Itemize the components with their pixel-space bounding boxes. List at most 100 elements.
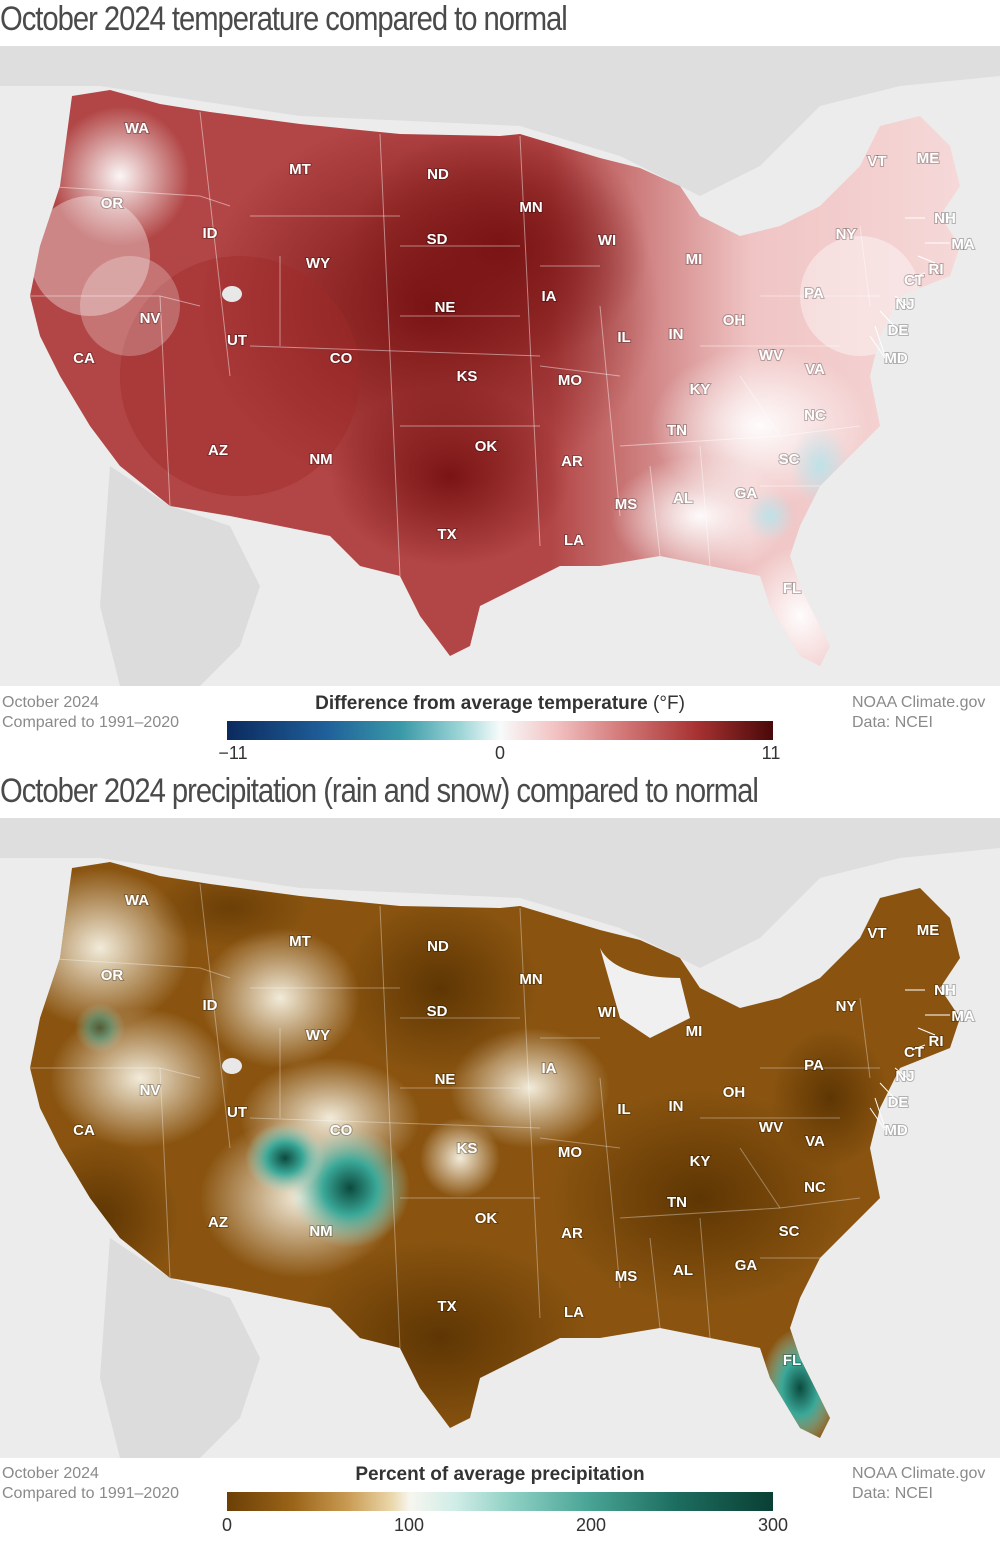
temperature-legend-label: Difference from average temperature [315, 693, 648, 714]
temperature-state-label-ut: UT [227, 332, 247, 349]
mexico-land [100, 466, 260, 686]
temperature-tick-mid: 0 [494, 743, 506, 763]
temperature-legend-bar [227, 721, 773, 740]
temperature-state-label-or: OR [101, 195, 124, 212]
temperature-map-svg: WA OR CA ID NV MT WY UT AZ CO NM ND SD NE KS OK TX MN IA MO… [0, 46, 1000, 686]
temperature-state-label-ok: OK [475, 438, 498, 455]
temperature-state-label-mt: MT [289, 161, 311, 178]
precipitation-state-label-il: IL [617, 1101, 630, 1118]
precipitation-state-label-id: ID [203, 997, 218, 1014]
precipitation-state-label-tx: TX [437, 1298, 456, 1315]
temperature-state-label-id: ID [203, 225, 218, 242]
temperature-state-label-vt: VT [867, 153, 886, 170]
temperature-state-label-mo: MO [558, 372, 582, 389]
precipitation-state-label-mi: MI [686, 1023, 703, 1040]
precipitation-tick-200: 200 [575, 1515, 607, 1535]
temperature-state-labels: WA OR CA ID NV MT WY UT AZ CO NM ND SD NE KS OK TX MN IA MO… [72, 119, 976, 598]
precipitation-state-label-ia: IA [542, 1060, 557, 1077]
precipitation-state-label-ok: OK [475, 1210, 498, 1227]
precipitation-state-label-wa: WA [125, 892, 149, 909]
precipitation-state-label-nd: ND [427, 938, 449, 955]
precipitation-state-label-ms: MS [615, 1268, 638, 1285]
temperature-state-label-de: DE [888, 322, 909, 339]
precipitation-state-label-de: DE [888, 1094, 909, 1111]
temperature-map-title: October 2024 temperature compared to nor… [0, 0, 568, 38]
temperature-state-label-sd: SD [427, 231, 448, 248]
temperature-state-label-nv: NV [140, 310, 161, 327]
precipitation-panel: October 2024 precipitation (rain and sno… [0, 770, 1000, 1542]
temperature-note-left: October 2024 Compared to 1991–2020 [2, 693, 179, 733]
temperature-legend-title: Difference from average temperature (°F) [220, 693, 780, 715]
precipitation-tick-0: 0 [221, 1515, 233, 1535]
canada-land [0, 46, 1000, 196]
precipitation-state-label-ca: CA [73, 1122, 95, 1139]
great-lakes [600, 948, 690, 1038]
temperature-state-label-wi: WI [598, 232, 616, 249]
precipitation-state-label-ut: UT [227, 1104, 247, 1121]
precipitation-state-label-nv: NV [140, 1082, 161, 1099]
temperature-state-label-fl: FL [783, 580, 801, 597]
temperature-tick-max: 11 [761, 743, 781, 763]
precipitation-state-label-va: VA [805, 1133, 825, 1150]
precipitation-state-label-mn: MN [519, 971, 542, 988]
precipitation-state-label-co: CO [330, 1122, 353, 1139]
precipitation-state-label-me: ME [917, 922, 940, 939]
precipitation-state-label-mo: MO [558, 1144, 582, 1161]
precipitation-state-label-in: IN [669, 1098, 684, 1115]
temperature-state-label-mi: MI [686, 251, 703, 268]
temperature-state-label-ms: MS [615, 496, 638, 513]
precipitation-state-label-fl: FL [783, 1352, 801, 1369]
temperature-state-label-mn: MN [519, 199, 542, 216]
great-salt-lake [222, 1058, 242, 1074]
temperature-map: WA OR CA ID NV MT WY UT AZ CO NM ND SD NE KS OK TX MN IA MO… [0, 46, 1000, 686]
temperature-note-source: NOAA Climate.gov [852, 694, 986, 711]
precipitation-state-label-wi: WI [598, 1004, 616, 1021]
precipitation-note-left: October 2024 Compared to 1991–2020 [2, 1464, 179, 1504]
precipitation-state-label-ga: GA [735, 1257, 758, 1274]
temperature-state-label-nm: NM [309, 451, 332, 468]
temperature-state-label-co: CO [330, 350, 353, 367]
precipitation-note-source: NOAA Climate.gov [852, 1465, 986, 1482]
precipitation-legend-title: Percent of average precipitation [355, 1464, 645, 1485]
temperature-state-label-ca: CA [73, 350, 95, 367]
temperature-state-label-ne: NE [435, 299, 456, 316]
great-salt-lake [222, 286, 242, 302]
precipitation-state-label-sc: SC [779, 1223, 800, 1240]
precipitation-state-label-az: AZ [208, 1214, 228, 1231]
canada-land [0, 818, 1000, 968]
temperature-tick-min: −11 [218, 743, 248, 763]
temperature-note-data: Data: NCEI [852, 714, 933, 731]
precipitation-state-label-md: MD [884, 1122, 907, 1139]
precipitation-state-label-nc: NC [804, 1179, 826, 1196]
temperature-state-label-az: AZ [208, 442, 228, 459]
temperature-state-label-ar: AR [561, 453, 583, 470]
temperature-legend-unit: (°F) [653, 693, 685, 714]
precipitation-state-label-nm: NM [309, 1223, 332, 1240]
temperature-state-label-al: AL [673, 490, 693, 507]
temperature-state-label-il: IL [617, 329, 630, 346]
temperature-state-label-in: IN [669, 326, 684, 343]
precipitation-note-right: NOAA Climate.gov Data: NCEI [852, 1464, 985, 1504]
temperature-state-label-tx: TX [437, 526, 456, 543]
precipitation-state-label-ne: NE [435, 1071, 456, 1088]
temperature-state-label-md: MD [884, 350, 907, 367]
temperature-state-label-ri: RI [929, 261, 944, 278]
temperature-state-label-nh: NH [934, 210, 956, 227]
precipitation-state-label-wv: WV [759, 1119, 783, 1136]
temperature-state-label-la: LA [564, 532, 584, 549]
temperature-state-label-oh: OH [723, 312, 746, 329]
temperature-state-label-wa: WA [125, 120, 149, 137]
precipitation-note-data: Data: NCEI [852, 1485, 933, 1502]
precipitation-state-label-vt: VT [867, 925, 886, 942]
precipitation-state-label-wy: WY [306, 1027, 330, 1044]
temperature-state-label-wv: WV [759, 347, 783, 364]
temperature-note-right: NOAA Climate.gov Data: NCEI [852, 693, 985, 733]
temperature-state-label-me: ME [917, 150, 940, 167]
precipitation-state-label-pa: PA [804, 1057, 824, 1074]
temperature-state-label-ma: MA [951, 236, 974, 253]
precipitation-tick-100: 100 [393, 1515, 425, 1535]
temperature-state-label-pa: PA [804, 285, 824, 302]
precipitation-state-label-ri: RI [929, 1033, 944, 1050]
precipitation-state-label-ma: MA [951, 1008, 974, 1025]
precipitation-state-label-ks: KS [457, 1140, 478, 1157]
